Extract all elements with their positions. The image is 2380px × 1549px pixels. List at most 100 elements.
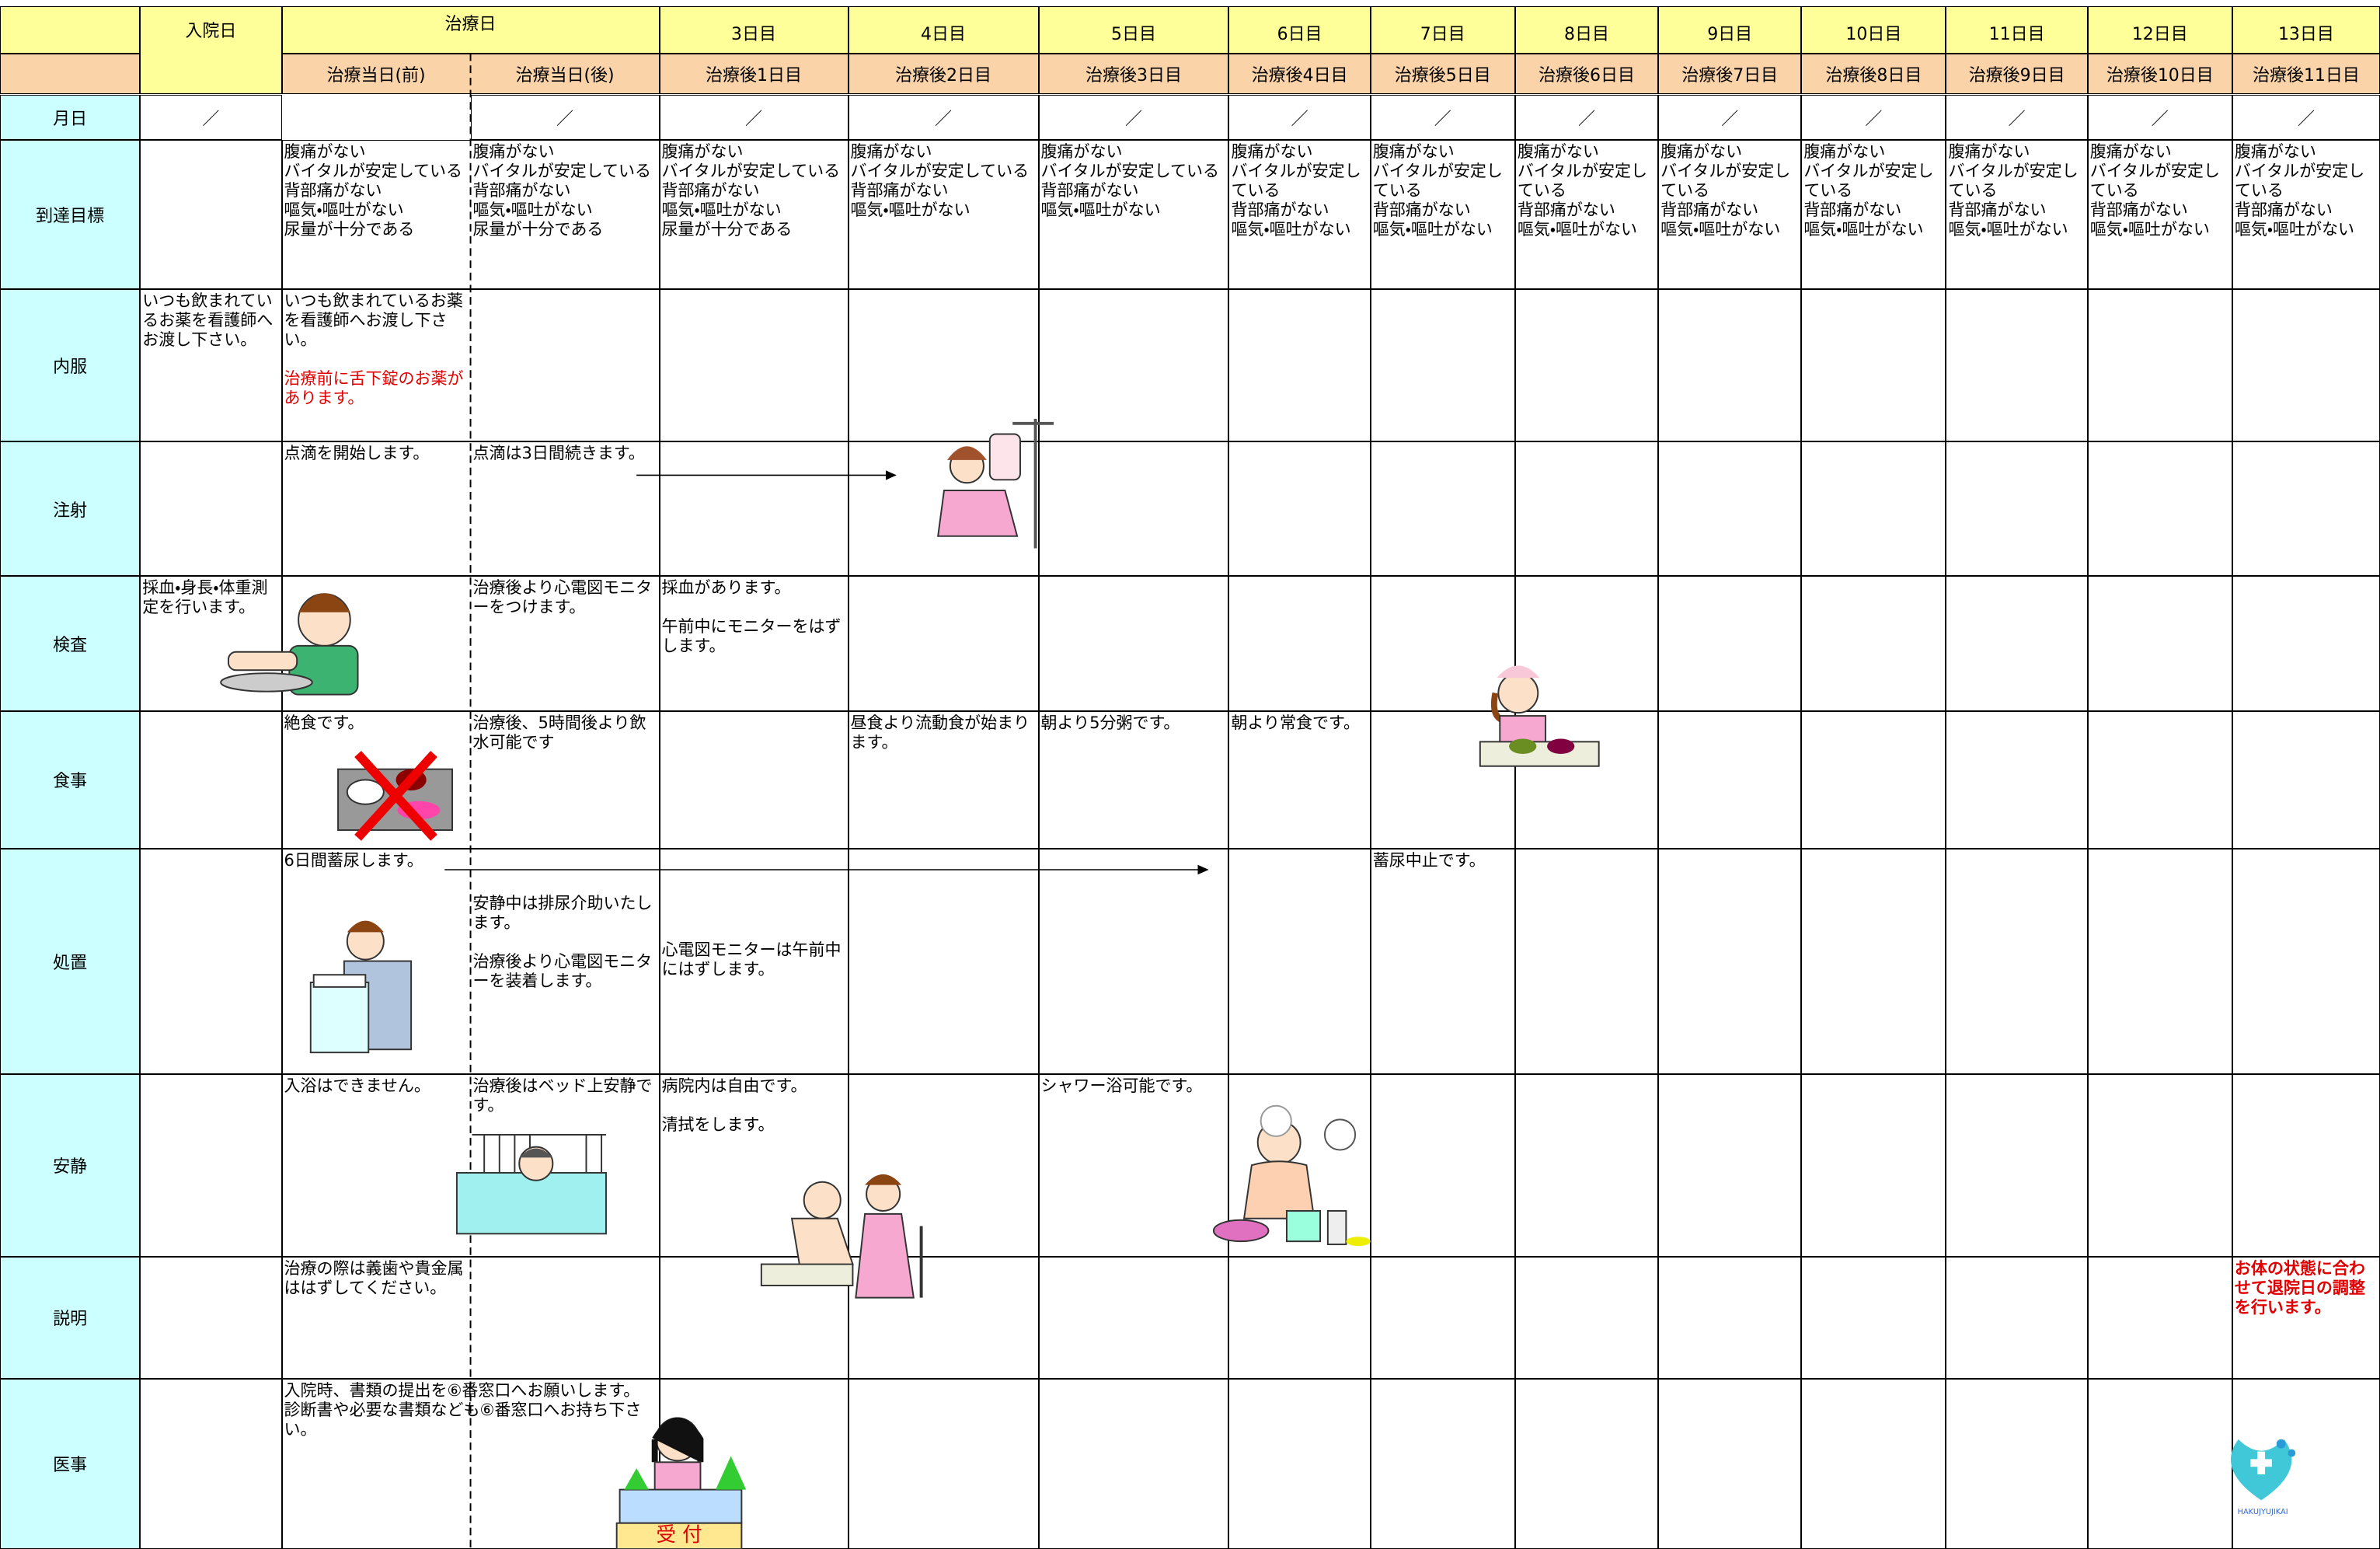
logo: HAKUJYUJIKAI: [2230, 1439, 2296, 1516]
header-cell: [1038, 53, 1229, 95]
cell-text: 安静中は排尿介助いたします。 治療後より心電図モニターを装着します。: [472, 893, 653, 990]
cell: [848, 1073, 1039, 1257]
cell: [659, 441, 849, 576]
nurse-iv: [937, 418, 1054, 549]
row-label: 安静: [53, 1157, 88, 1177]
date-mark: ／: [556, 109, 574, 129]
cell-text: 治療後はベッド上安静です。: [472, 1076, 653, 1115]
cell: [1514, 289, 1659, 442]
date-mark: ／: [2008, 109, 2026, 129]
date-mark: ／: [745, 109, 763, 129]
nurse-tray: [1479, 665, 1600, 767]
date-cell: [848, 94, 1039, 141]
row-label-cell: [0, 441, 141, 576]
cell-text: 腹痛がない バイタルが安定している 背部痛がない 嘔気・嘔吐がない: [1660, 142, 1791, 239]
cell-text: 腹痛がない バイタルが安定している 背部痛がない 嘔気・嘔吐がない 尿量が十分で…: [472, 142, 652, 239]
row-label-cell: [0, 94, 141, 141]
header-cell: [848, 5, 1039, 54]
bed-rest: [455, 1133, 607, 1235]
cell-alert: お体の状態に合わせて退院日の調整を行います。: [2234, 1258, 2365, 1317]
header-cell: [1658, 5, 1802, 54]
cell: [2232, 575, 2380, 712]
cell-text: 朝より常食です。: [1231, 713, 1360, 733]
header-cell: [1801, 5, 1946, 54]
row-label-cell: [0, 1378, 141, 1549]
cell: [2087, 711, 2232, 849]
header-cell: [1370, 5, 1515, 54]
row-label: 説明: [53, 1310, 88, 1330]
header-cell: [1801, 53, 1946, 95]
subheader: 治療後7日目: [1681, 66, 1779, 86]
cell: [470, 1256, 660, 1379]
day-header: 5日目: [1110, 25, 1156, 45]
row-label: 検査: [53, 635, 88, 655]
cell: [2087, 575, 2232, 712]
row-label-cell: [0, 711, 141, 849]
cell: [2087, 441, 2232, 576]
cell: [1801, 1073, 1946, 1257]
cell: [1370, 1378, 1515, 1549]
row-label-cell: [0, 575, 141, 712]
cell: [1038, 441, 1229, 576]
cell: [2087, 140, 2232, 290]
cell: [1946, 711, 2088, 849]
cell-text: 絶食です。: [284, 713, 364, 733]
day-header: 7日目: [1420, 25, 1465, 45]
cell: [1801, 289, 1946, 442]
cell: [1658, 575, 1802, 712]
cell: [470, 441, 660, 576]
header-cell: [2087, 53, 2232, 95]
cell: [2087, 1073, 2232, 1257]
day-header: 3日目: [731, 25, 777, 45]
date-cell: [1514, 94, 1659, 141]
nurse-assist: [760, 1174, 923, 1299]
row-label: 処置: [53, 953, 88, 973]
row-label: 注射: [53, 501, 88, 521]
cell-text: いつも飲まれているお薬を看護師へお渡し下さい。: [284, 291, 463, 350]
date-cell: [1658, 94, 1802, 141]
header-cell: [848, 53, 1039, 95]
header-cell: [1514, 53, 1659, 95]
cell: [1658, 711, 1802, 849]
cell: [140, 848, 282, 1074]
subheader: 治療後2日目: [895, 66, 992, 86]
row-label-cell: [0, 289, 141, 442]
urine-collection: [309, 920, 413, 1054]
cell: [1228, 1378, 1371, 1549]
cell: [470, 711, 660, 849]
cell: [1801, 575, 1946, 712]
date-mark: ／: [2151, 109, 2169, 129]
cell-text: 腹痛がない バイタルが安定している 背部痛がない 嘔気・嘔吐がない: [1040, 142, 1220, 220]
subheader: 治療当日(前): [326, 66, 426, 86]
header-cell: [1658, 53, 1802, 95]
cell-text: 腹痛がない バイタルが安定している 背部痛がない 嘔気・嘔吐がない: [850, 142, 1030, 220]
cell: [140, 140, 282, 290]
cell: [1946, 289, 2088, 442]
treatment-header: 治療日: [444, 15, 497, 35]
cell: [2232, 441, 2380, 576]
cell: [281, 441, 471, 576]
cell: [1228, 1073, 1371, 1257]
header-cell: [1370, 53, 1515, 95]
cell: [281, 848, 471, 1074]
header-cell: [1946, 53, 2088, 95]
header-cell: [659, 53, 849, 95]
cell: [1038, 1256, 1229, 1379]
cell: [1658, 1073, 1802, 1257]
subheader: 治療当日(後): [515, 66, 615, 86]
cell: [1514, 848, 1659, 1074]
row-label-cell: [0, 1073, 141, 1257]
cell: [140, 289, 282, 442]
cell: [1370, 575, 1515, 712]
cell: [1370, 441, 1515, 576]
day-header: 9日目: [1707, 25, 1753, 45]
cell: [659, 289, 849, 442]
row-label: 内服: [53, 358, 88, 378]
header-cell: [2087, 5, 2232, 54]
cell-text: 昼食より流動食が始まります。: [850, 713, 1030, 752]
cell: [1370, 1256, 1515, 1379]
cell: [140, 1256, 282, 1379]
patient-exam: [220, 593, 359, 696]
subheader: 治療後1日目: [706, 66, 803, 86]
